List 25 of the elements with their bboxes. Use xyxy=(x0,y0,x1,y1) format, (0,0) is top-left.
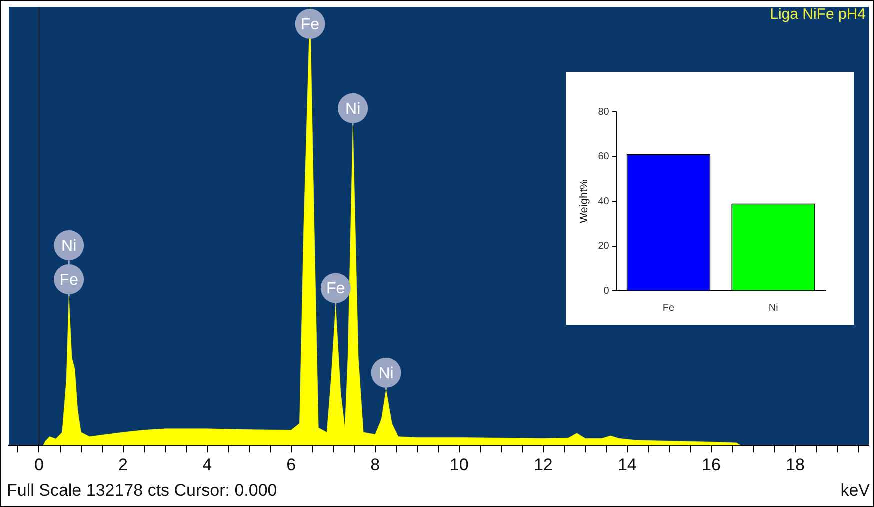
y-axis-title: Weight% xyxy=(578,179,591,224)
text: Full Scale 132178 cts Cursor: 0.000 xyxy=(7,481,278,501)
x-tick-label: 10 xyxy=(450,455,469,474)
annotation: Fe xyxy=(326,280,346,298)
x-tick-label: 8 xyxy=(370,455,380,474)
y-tick-label: 40 xyxy=(598,196,610,208)
y-tick-label: 0 xyxy=(604,286,610,297)
annotation: Ni xyxy=(346,100,361,118)
x-tick-label: 12 xyxy=(534,455,553,474)
x-axis-title: keV xyxy=(840,481,870,501)
x-tick-label: 18 xyxy=(786,455,805,474)
x-tick-label: 2 xyxy=(118,455,128,474)
x-tick-label: 14 xyxy=(618,455,637,474)
annotation: Ni xyxy=(378,365,394,382)
annotation: Ni xyxy=(62,238,77,255)
y-tick-label: 20 xyxy=(598,241,610,252)
x-tick-label: 4 xyxy=(202,455,212,474)
annotation: Fe xyxy=(60,272,79,289)
y-tick-label: 80 xyxy=(598,106,610,118)
y-tick-label: 60 xyxy=(598,152,610,162)
annotation: Fe xyxy=(300,16,320,34)
x-tick-label: 16 xyxy=(702,455,721,474)
x-tick-label: 6 xyxy=(286,455,296,474)
chart-title: Liga NiFe pH4 xyxy=(770,6,866,23)
x-tick-label: 0 xyxy=(34,455,44,474)
